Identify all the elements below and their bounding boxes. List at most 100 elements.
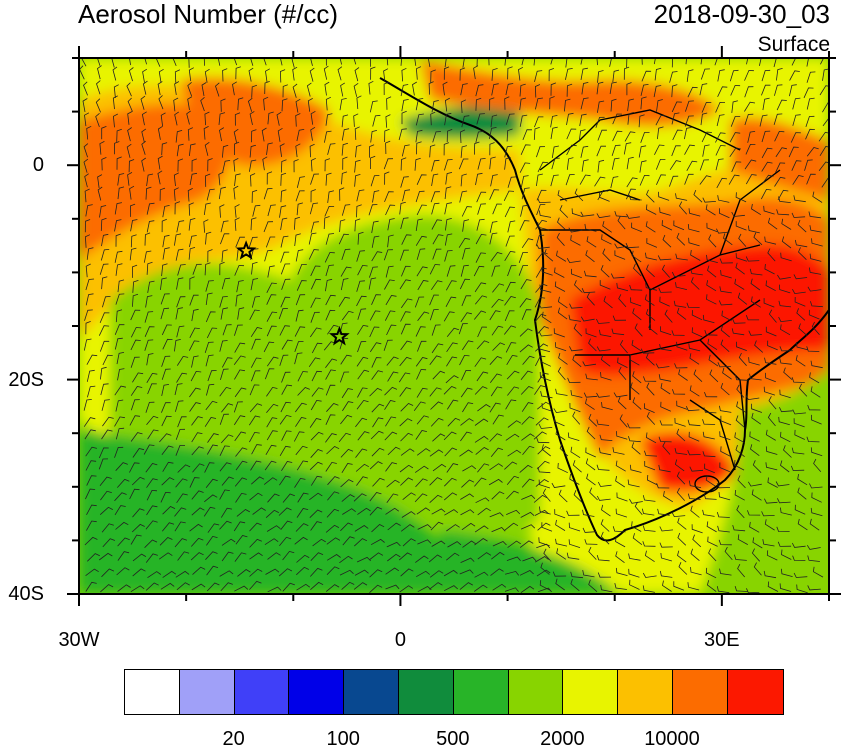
wind-barb bbox=[204, 417, 217, 427]
wind-barb bbox=[716, 586, 730, 594]
wind-barb bbox=[599, 329, 612, 337]
wind-barb bbox=[222, 324, 232, 336]
wind-barb bbox=[791, 542, 806, 548]
wind-barb bbox=[564, 98, 571, 112]
wind-barb bbox=[446, 129, 453, 143]
wind-barb bbox=[586, 292, 595, 306]
wind-barb bbox=[249, 159, 257, 172]
wind-barb bbox=[267, 204, 276, 217]
wind-barb bbox=[267, 265, 275, 278]
wind-barb bbox=[310, 278, 321, 290]
wind-barb bbox=[431, 202, 440, 215]
wind-barb bbox=[570, 390, 583, 398]
wind-barb bbox=[310, 581, 324, 591]
wind-barb bbox=[86, 354, 98, 365]
wind-barb bbox=[460, 173, 467, 187]
wind-barb bbox=[177, 158, 184, 172]
wind-barb bbox=[324, 130, 332, 143]
colorbar-label: 100 bbox=[326, 728, 360, 750]
wind-barb bbox=[601, 504, 611, 517]
wind-barb bbox=[535, 417, 549, 426]
wind-barb bbox=[796, 584, 808, 594]
wind-barb bbox=[777, 541, 792, 547]
wind-barb bbox=[207, 158, 213, 172]
wind-barb bbox=[160, 307, 170, 320]
wind-barb bbox=[356, 280, 365, 292]
wind-barb bbox=[338, 233, 349, 245]
wind-barb bbox=[386, 493, 399, 503]
wind-barb bbox=[541, 266, 553, 276]
wind-barb bbox=[429, 144, 436, 158]
wind-barb bbox=[519, 97, 527, 111]
wind-barb bbox=[143, 444, 155, 455]
wind-barb bbox=[429, 355, 442, 365]
wind-barb bbox=[764, 498, 778, 504]
wind-barb bbox=[160, 582, 175, 590]
wind-barb bbox=[687, 493, 701, 500]
wind-barb bbox=[473, 65, 479, 80]
wind-barb bbox=[386, 96, 392, 110]
wind-barb bbox=[326, 566, 340, 575]
wind-barb bbox=[520, 524, 536, 530]
wind-barb bbox=[341, 114, 349, 128]
wind-barb bbox=[489, 356, 503, 365]
wind-barb bbox=[504, 58, 507, 66]
wind-barb bbox=[506, 128, 513, 142]
wind-barb bbox=[400, 157, 407, 171]
wind-barb bbox=[597, 70, 604, 83]
colorbar-swatch bbox=[289, 670, 345, 714]
wind-barb bbox=[416, 174, 427, 185]
wind-barb bbox=[555, 578, 565, 591]
wind-barb bbox=[446, 356, 458, 367]
wind-barb bbox=[551, 145, 559, 158]
wind-barb bbox=[249, 580, 262, 590]
wind-barb bbox=[806, 71, 816, 83]
wind-barb bbox=[385, 567, 400, 575]
wind-barb bbox=[729, 147, 741, 158]
wind-barb bbox=[354, 174, 361, 187]
wind-barb bbox=[749, 521, 760, 533]
wind-barb bbox=[533, 431, 547, 440]
wind-barb bbox=[505, 83, 514, 96]
wind-barb bbox=[734, 432, 745, 444]
wind-barb bbox=[356, 476, 368, 486]
wind-barb bbox=[803, 87, 814, 99]
wind-barb bbox=[706, 280, 717, 292]
wind-barb bbox=[309, 509, 323, 518]
wind-barb bbox=[477, 463, 490, 473]
wind-barb bbox=[717, 86, 728, 97]
wind-barb bbox=[715, 132, 726, 143]
wind-barb bbox=[507, 265, 517, 277]
wind-barb bbox=[613, 392, 628, 398]
wind-barb bbox=[718, 539, 732, 546]
wind-barb bbox=[146, 478, 158, 488]
wind-barb bbox=[578, 129, 586, 142]
wind-barb bbox=[646, 238, 658, 248]
wind-barb bbox=[623, 66, 630, 80]
wind-barb bbox=[115, 233, 121, 247]
wind-barb bbox=[384, 431, 398, 441]
wind-barb bbox=[130, 432, 143, 442]
wind-barb bbox=[325, 584, 340, 592]
wind-barb bbox=[555, 388, 568, 396]
wind-barb bbox=[205, 311, 216, 323]
wind-barb bbox=[219, 520, 232, 530]
wind-barb bbox=[627, 98, 634, 112]
wind-barb bbox=[294, 216, 301, 230]
wind-barb bbox=[442, 81, 448, 96]
wind-barb bbox=[557, 462, 568, 474]
wind-barb bbox=[550, 174, 559, 187]
wind-barb bbox=[279, 475, 291, 486]
wind-barb bbox=[83, 158, 89, 173]
wind-barb bbox=[474, 282, 487, 293]
wind-barb bbox=[415, 478, 428, 488]
wind-barb bbox=[504, 96, 510, 110]
wind-barb bbox=[115, 427, 125, 440]
wind-barb bbox=[536, 543, 551, 549]
wind-barb bbox=[146, 173, 154, 187]
wind-barb bbox=[218, 171, 224, 186]
wind-barb bbox=[399, 464, 414, 473]
wind-barb bbox=[586, 426, 596, 440]
wind-barb bbox=[690, 548, 700, 562]
wind-barb bbox=[708, 548, 717, 562]
